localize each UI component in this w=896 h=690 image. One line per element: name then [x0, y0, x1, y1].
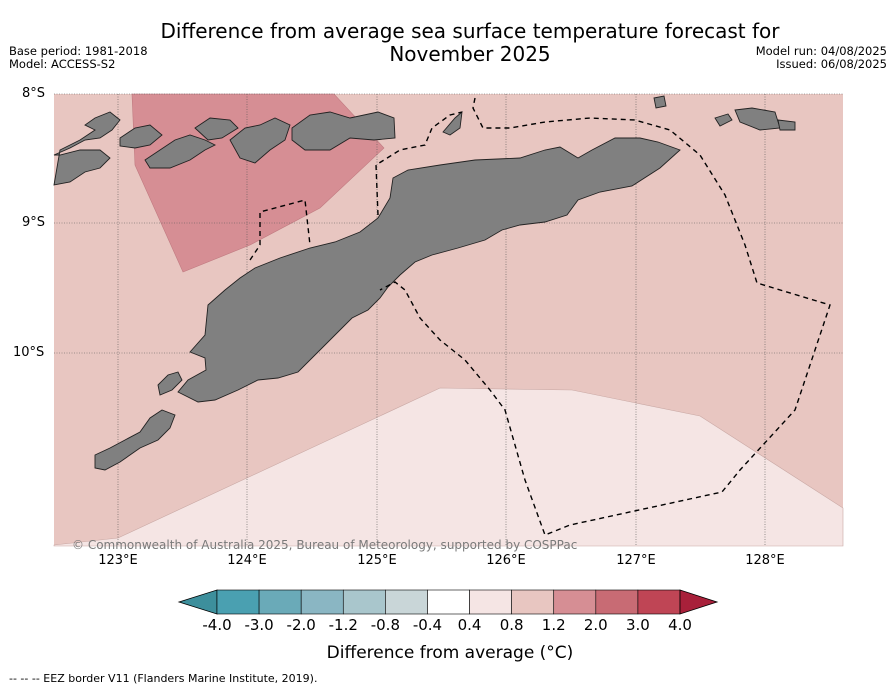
colorbar-tick-label: 1.2 [541, 616, 566, 634]
atauro-island [442, 110, 463, 136]
colorbar-tick-label: 0.4 [457, 616, 482, 634]
colorbar [177, 589, 719, 615]
rote-island [94, 409, 176, 471]
moa-island [777, 119, 796, 131]
meta-right: Model run: 04/08/2025 Issued: 06/08/2025 [756, 45, 887, 71]
adonara-island [119, 124, 163, 149]
model-name: Model: ACCESS-S2 [9, 57, 116, 71]
land [53, 95, 796, 471]
colorbar-tick-label: 4.0 [668, 616, 692, 634]
colorbar-segment [300, 589, 344, 615]
colorbar-tick-label: 2.0 [583, 616, 608, 634]
romang-island [653, 95, 667, 109]
colorbar-segment [385, 589, 428, 615]
lon-label-126e: 126°E [486, 553, 526, 568]
colorbar-tick-label: -4.0 [202, 616, 232, 634]
issued-date: Issued: 06/08/2025 [776, 57, 887, 71]
lat-label-8s: 8°S [22, 86, 46, 101]
colorbar-tick-label: 3.0 [625, 616, 650, 634]
alor-island [229, 117, 291, 164]
lat-label-9s: 9°S [22, 215, 46, 230]
model-run: Model run: 04/08/2025 [755, 44, 887, 58]
ocean-anomaly-0.4-0.8 [53, 387, 844, 547]
lon-label-128e: 128°E [745, 553, 785, 568]
colorbar-segment [511, 589, 555, 615]
colorbar-title: Difference from average (°C) [326, 643, 574, 663]
base-period: Base period: 1981-2018 [9, 44, 148, 58]
colorbar-segment [258, 589, 302, 615]
lembata-island [144, 134, 217, 169]
colorbar-segment [216, 589, 260, 615]
title-line-2: November 2025 [389, 42, 551, 66]
wetar-island [291, 111, 396, 151]
lon-label-124e: 124°E [227, 553, 267, 568]
eez-border [249, 97, 831, 536]
colorbar-tick-label: -2.0 [286, 616, 316, 634]
lon-label-123e: 123°E [98, 553, 138, 568]
title-line-1: Difference from average sea surface temp… [160, 19, 780, 43]
colorbar-segment [553, 589, 597, 615]
colorbar-extend-low [177, 589, 218, 615]
timor-island [177, 137, 681, 403]
colorbar-extend-high [679, 589, 719, 615]
colorbar-tick-label: 0.8 [499, 616, 524, 634]
lon-label-125e: 125°E [357, 553, 397, 568]
colorbar-segment [469, 589, 512, 615]
colorbar-segment [637, 589, 681, 615]
lat-label-10s: 10°S [13, 345, 45, 360]
chart-title: Difference from average sea surface temp… [150, 20, 790, 66]
kisar-island [714, 113, 733, 127]
colorbar-tick-label: -0.4 [412, 616, 443, 634]
colorbar-tick-label: -0.8 [370, 616, 400, 634]
colorbar-segment [342, 589, 386, 615]
colorbar-segment [427, 589, 470, 615]
meta-left: Base period: 1981-2018 Model: ACCESS-S2 [9, 45, 148, 71]
colorbar-tick-label: -1.2 [328, 616, 358, 634]
lon-label-127e: 127°E [616, 553, 656, 568]
colorbar-tick-label: -3.0 [244, 616, 274, 634]
eez-legend-note: -- -- -- EEZ border V11 (Flanders Marine… [9, 672, 318, 685]
flores-island [53, 111, 121, 186]
pantar-island [194, 117, 239, 141]
semau-island [157, 371, 183, 396]
copyright-notice: © Commonwealth of Australia 2025, Bureau… [72, 538, 578, 552]
colorbar-segment [595, 589, 639, 615]
